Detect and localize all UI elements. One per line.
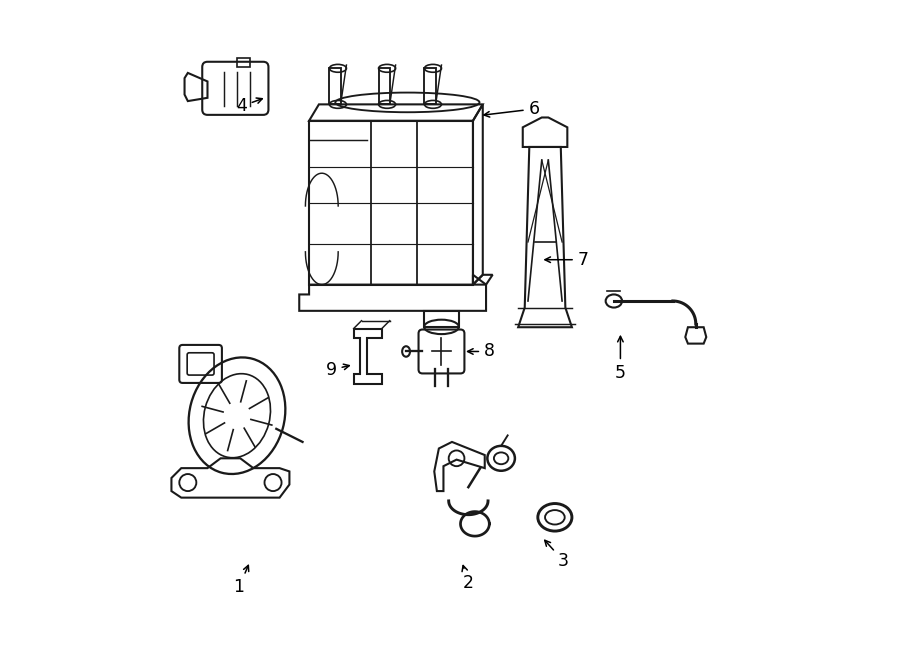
Text: 6: 6 bbox=[484, 100, 540, 118]
Text: 2: 2 bbox=[462, 566, 474, 592]
Text: 3: 3 bbox=[544, 540, 569, 570]
Text: 1: 1 bbox=[233, 565, 248, 596]
Text: 9: 9 bbox=[326, 361, 349, 379]
Text: 7: 7 bbox=[544, 251, 589, 269]
Text: 4: 4 bbox=[236, 97, 262, 115]
Text: 8: 8 bbox=[468, 342, 495, 360]
Text: 5: 5 bbox=[615, 336, 626, 382]
